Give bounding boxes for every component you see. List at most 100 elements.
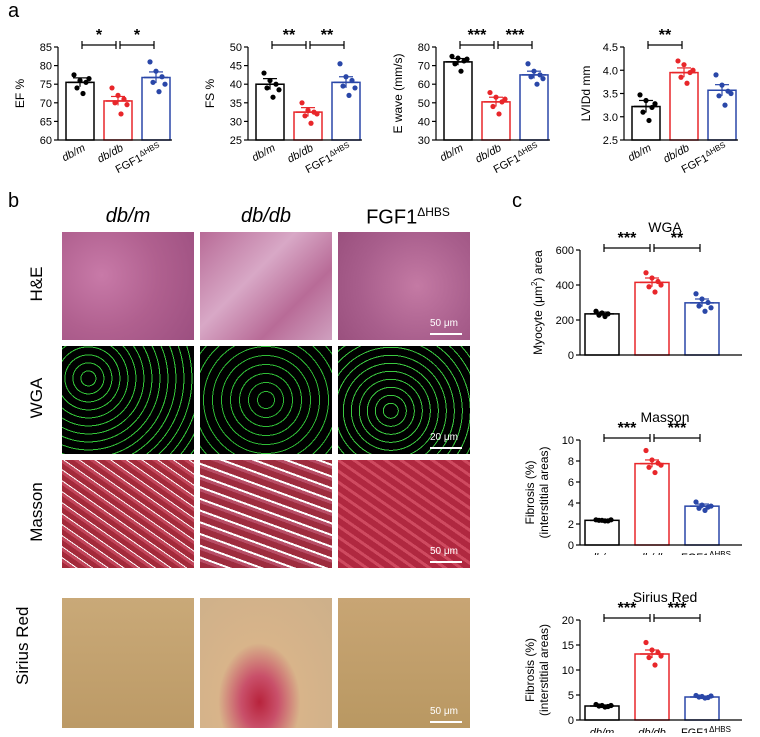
y-tick-label: 45 — [230, 61, 242, 73]
data-point — [156, 89, 162, 95]
y-tick-label: 75 — [40, 79, 52, 91]
data-point — [716, 93, 722, 99]
data-point — [702, 695, 708, 701]
data-point — [696, 303, 702, 309]
data-point — [646, 284, 652, 290]
data-point — [602, 704, 608, 710]
data-point — [722, 102, 728, 108]
data-point — [534, 81, 540, 87]
data-point — [596, 703, 602, 709]
y-tick-label: 0 — [568, 350, 574, 360]
chart-title: Sirius Red — [633, 589, 698, 605]
sig-label: *** — [506, 27, 525, 44]
data-point — [684, 80, 690, 86]
data-point — [455, 55, 461, 61]
micro-row-label: H&E — [27, 266, 46, 302]
micrograph-image — [200, 460, 332, 568]
micro-row-label: WGA — [27, 377, 46, 419]
micrograph-image — [200, 346, 332, 454]
y-tick-label: 15 — [562, 640, 574, 652]
x-tick-label: db/m — [60, 142, 87, 164]
y-axis-label: LVIDd mm — [579, 66, 593, 122]
data-point — [83, 79, 89, 85]
data-point — [118, 111, 124, 117]
y-tick-label: 5 — [568, 690, 574, 702]
data-point — [74, 85, 80, 91]
bar — [443, 61, 473, 141]
x-label-sup: ΔHBS — [516, 140, 539, 158]
sig-label: *** — [668, 420, 687, 437]
x-label-part: FGF1 — [681, 552, 709, 555]
x-label-sup: ΔHBS — [704, 140, 727, 158]
data-point — [525, 61, 531, 67]
data-point — [276, 87, 282, 93]
micro-col-header-dbdb: db/db — [240, 205, 292, 227]
data-point — [705, 299, 711, 306]
y-tick-label: 0 — [568, 715, 574, 727]
data-point — [308, 120, 314, 126]
y-tick-label: 2 — [568, 519, 574, 531]
data-point — [346, 92, 352, 98]
data-point — [80, 90, 86, 97]
y-axis-label: FS % — [203, 79, 217, 109]
micrograph-image — [62, 346, 194, 454]
data-point — [608, 702, 614, 709]
data-point — [340, 83, 346, 89]
y-axis-label: Myocyte (μm2) area — [530, 250, 545, 355]
micrograph-image — [338, 460, 470, 568]
data-point — [487, 89, 493, 96]
sig-label: * — [96, 27, 103, 44]
micrograph-image — [62, 232, 194, 340]
y-tick-label: 600 — [556, 245, 574, 257]
y-tick-label: 40 — [418, 116, 430, 128]
data-point — [264, 85, 270, 91]
y-tick-label: 4 — [568, 498, 574, 510]
y-label-part: ) area — [531, 250, 545, 282]
y-tick-label: 4.0 — [603, 65, 618, 77]
micrograph-image — [338, 346, 470, 454]
data-point — [349, 77, 355, 84]
data-point — [531, 68, 537, 74]
data-point — [649, 275, 655, 281]
data-point — [502, 96, 508, 102]
data-point — [77, 77, 83, 84]
bar — [669, 71, 699, 141]
scale-bar — [430, 333, 462, 335]
data-point — [693, 291, 699, 297]
y-tick-label: 65 — [40, 116, 52, 128]
sig-label: *** — [468, 27, 487, 44]
data-point — [643, 97, 649, 104]
data-point — [496, 111, 502, 117]
bar — [584, 313, 620, 356]
y-tick-label: 10 — [562, 435, 574, 447]
data-point — [652, 101, 658, 107]
y-axis-label: Fibrosis (%) — [523, 638, 537, 702]
data-point — [150, 79, 156, 85]
bar — [684, 302, 720, 356]
micrograph-image — [338, 232, 470, 340]
data-point — [337, 61, 343, 67]
data-point — [162, 81, 168, 87]
y-tick-label: 8 — [568, 456, 574, 468]
y-tick-label: 20 — [562, 615, 574, 627]
data-point — [658, 462, 664, 468]
micro-col-header-fgf1: FGF1ΔHBS — [338, 205, 478, 230]
data-point — [153, 68, 159, 74]
sig-label: ** — [321, 27, 334, 44]
data-point — [86, 76, 92, 82]
data-point — [273, 81, 279, 87]
y-tick-label: 60 — [418, 79, 430, 91]
data-point — [681, 62, 687, 68]
sig-label: *** — [618, 600, 637, 617]
data-point — [343, 74, 349, 80]
data-point — [147, 59, 153, 65]
data-point — [602, 518, 608, 524]
y-axis-label: Fibrosis (%) — [523, 460, 537, 524]
micro-row-label: Masson — [27, 482, 46, 542]
y-axis-label-2: (interstitial areas) — [537, 624, 551, 716]
y-tick-label: 30 — [418, 135, 430, 147]
data-point — [115, 92, 121, 98]
micrograph-image — [62, 460, 194, 568]
